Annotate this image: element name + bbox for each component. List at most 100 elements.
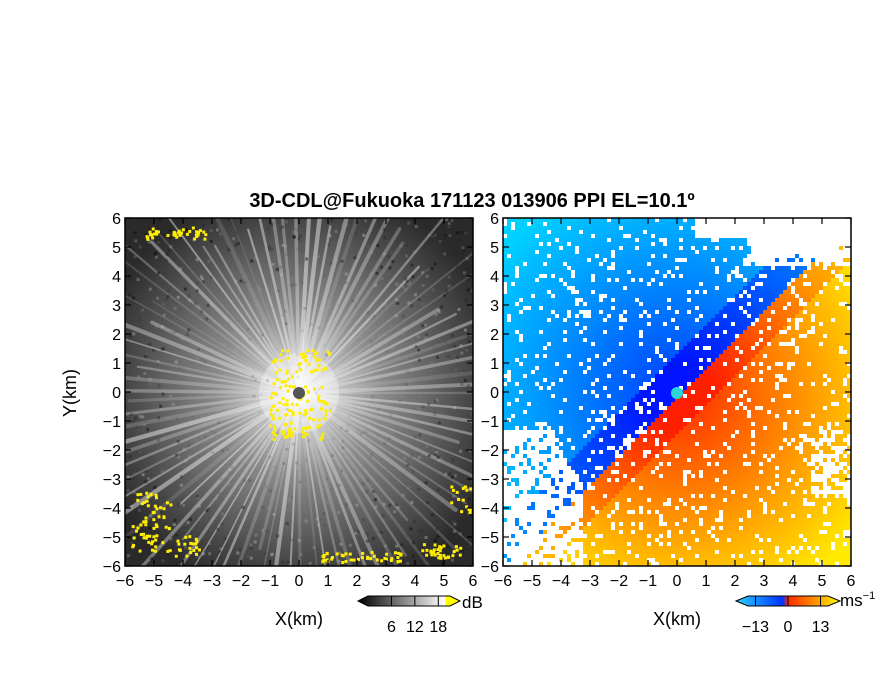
right-velocity-pixel [623,334,627,338]
right-velocity-pixel [671,558,675,562]
left-speckle [443,350,447,354]
right-velocity-pixel [687,442,691,446]
left-speckle [251,380,255,384]
right-velocity-pixel [611,378,615,382]
right-velocity-pixel [687,406,691,410]
right-velocity-pixel [647,506,651,510]
left-echo-pixel [177,548,181,552]
left-speckle [436,455,440,459]
right-velocity-pixel [691,362,695,366]
right-velocity-pixel [543,374,547,378]
left-speckle [401,326,405,330]
right-velocity-pixel [579,410,583,414]
left-speckle [157,512,161,516]
right-velocity-pixel [675,446,679,450]
right-velocity-pixel [587,470,591,474]
right-velocity-pixel [679,410,683,414]
right-velocity-pixel [575,454,579,458]
left-speckle [220,512,224,516]
right-velocity-pixel [567,450,571,454]
right-velocity-pixel [655,366,659,370]
right-velocity-pixel [547,398,551,402]
left-streak [297,391,407,557]
left-speckle [331,320,335,324]
left-speckle [203,435,207,439]
right-velocity-pixel [575,422,579,426]
left-speckle [453,474,457,478]
right-velocity-pixel [519,422,523,426]
right-velocity-pixel [647,238,651,242]
left-radar-site [293,387,305,399]
right-velocity-pixel [703,558,707,562]
right-velocity-pixel [703,438,707,442]
right-velocity-pixel [703,502,707,506]
left-speckle [248,337,252,341]
right-velocity-pixel [679,414,683,418]
left-speckle [435,398,439,402]
right-velocity-pixel [619,374,623,378]
left-echo-pixel [185,554,189,558]
right-velocity-pixel [599,250,603,254]
right-velocity-pixel [675,502,679,506]
left-speckle [399,341,402,344]
right-velocity-pixel [623,410,627,414]
right-velocity-pixel [575,270,579,274]
right-velocity-pixel [611,386,615,390]
right-velocity-pixel [651,374,655,378]
right-velocity-pixel [623,226,627,230]
right-velocity-pixel [663,394,667,398]
right-velocity-pixel [643,502,647,506]
right-velocity-pixel [647,438,651,442]
right-velocity-pixel [683,334,687,338]
left-speckle [218,232,222,236]
left-echo-pixel [438,549,442,553]
right-velocity-pixel [607,306,611,310]
right-velocity-pixel [543,490,547,494]
right-velocity-pixel [559,342,563,346]
right-velocity-pixel [599,494,603,498]
right-velocity-pixel [631,226,635,230]
right-velocity-pixel [671,486,675,490]
left-speckle [290,521,293,524]
right-velocity-pixel [515,310,519,314]
right-velocity-pixel [687,518,691,522]
right-velocity-pixel [547,338,551,342]
left-speckle [275,439,279,443]
left-speckle [268,247,272,251]
right-velocity-pixel [659,274,663,278]
right-velocity-pixel [675,334,679,338]
right-velocity-pixel [707,310,711,314]
right-velocity-pixel [651,438,655,442]
right-velocity-pixel [623,558,627,562]
right-velocity-pixel [511,358,515,362]
left-speckle [380,530,384,534]
left-speckle [209,239,213,243]
right-velocity-pixel [611,362,615,366]
right-velocity-pixel [707,318,711,322]
left-speckle [125,399,129,403]
left-speckle [138,317,142,321]
right-velocity-pixel [675,486,679,490]
right-velocity-pixel [607,430,611,434]
left-echo-pixel [298,411,302,415]
right-velocity-pixel [575,374,579,378]
left-speckle [460,382,464,386]
right-velocity-pixel [647,462,651,466]
right-velocity-pixel [695,394,699,398]
right-velocity-pixel [691,350,695,354]
left-speckle [281,342,285,346]
left-speckle [128,293,132,297]
right-velocity-pixel [651,454,655,458]
right-velocity-pixel [667,538,671,542]
left-speckle [277,428,281,432]
right-velocity-pixel [571,442,575,446]
right-velocity-pixel [651,274,655,278]
right-velocity-pixel [519,350,523,354]
right-velocity-pixel [539,530,543,534]
right-velocity-pixel [535,342,539,346]
right-velocity-pixel [531,286,535,290]
right-velocity-pixel [595,222,599,226]
right-velocity-pixel [627,458,631,462]
left-speckle [372,314,376,318]
right-velocity-pixel [539,350,543,354]
